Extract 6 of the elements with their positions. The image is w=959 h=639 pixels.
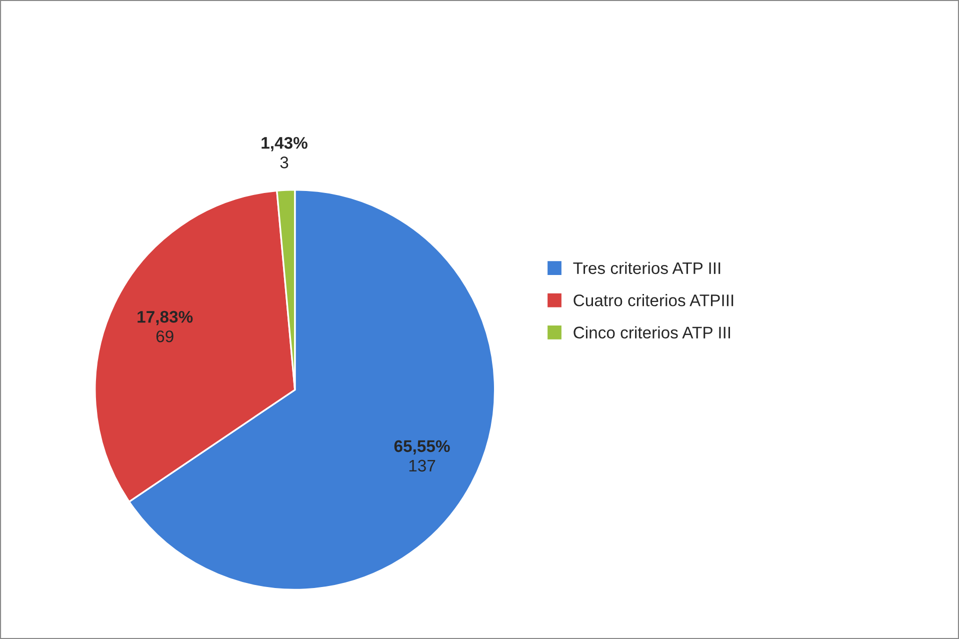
legend-label: Tres criterios ATP III	[573, 262, 720, 274]
legend-label: Cinco criterios ATP III	[574, 326, 730, 338]
data-label: 1,43% 3	[262, 136, 308, 168]
data-label: 17,83% 69	[138, 310, 193, 342]
data-label: 65,55% 137	[394, 440, 450, 472]
legend-label: Cuatro criterios ATPIII	[574, 294, 734, 306]
